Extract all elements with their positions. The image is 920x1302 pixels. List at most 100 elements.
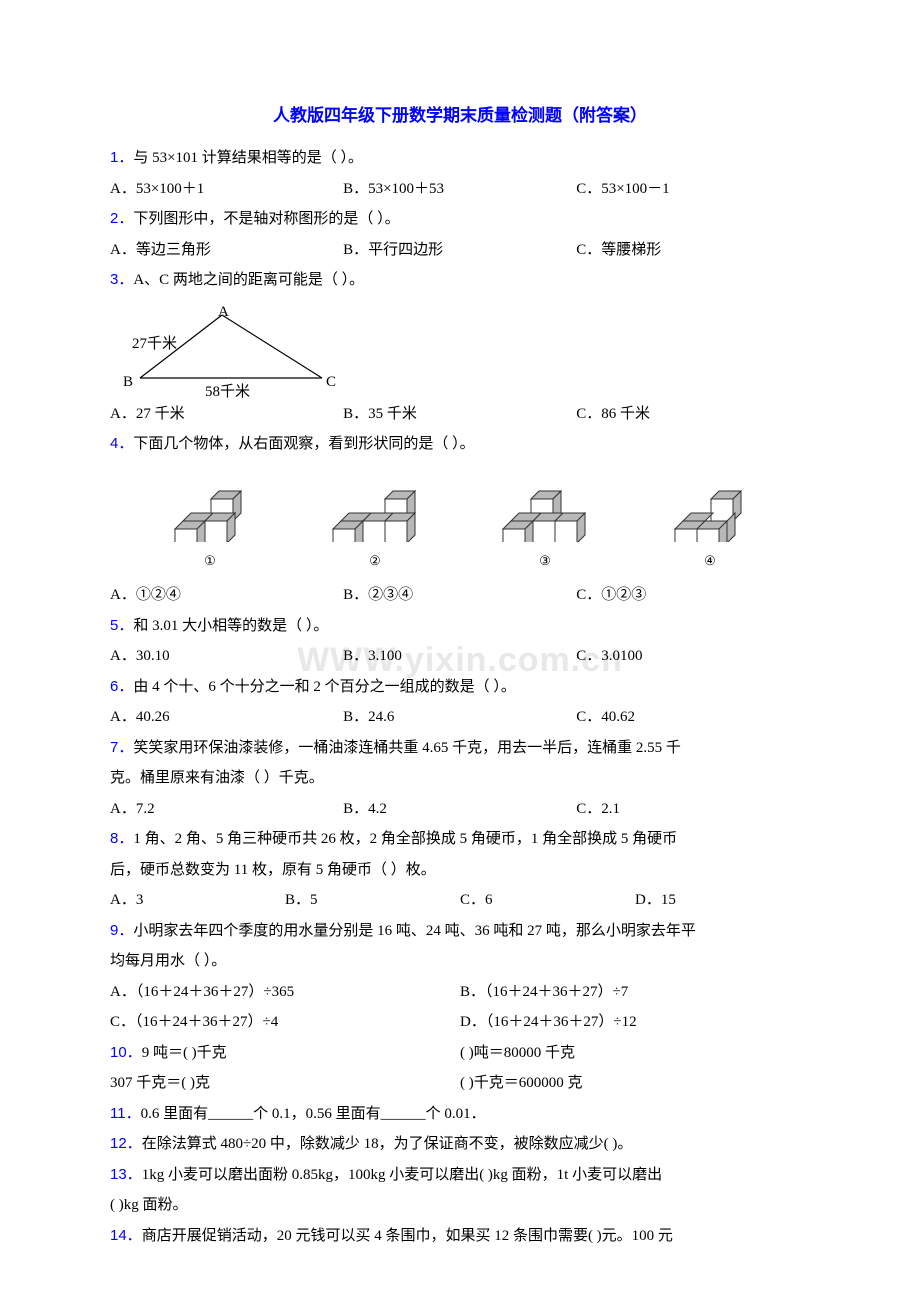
q3-opt-b: B．35 千米: [343, 400, 576, 429]
q5-text: 和 3.01 大小相等的数是（ ）。: [133, 618, 328, 634]
q4-num: 4．: [110, 435, 133, 452]
q6-options: A．40.26 B．24.6 C．40.62: [110, 703, 810, 732]
question-10-line1: 10．9 吨＝( )千克 ( )吨＝80000 千克: [110, 1039, 810, 1068]
q5-opt-c: C．3.0100: [576, 642, 809, 671]
q8-opt-c: C．6: [460, 886, 635, 915]
q5-opt-a: A．30.10: [110, 642, 343, 671]
cube-1: ①: [165, 467, 255, 574]
q9-opt-a: A．（16＋24＋36＋27）÷365: [110, 978, 460, 1007]
question-11: 11．0.6 里面有______个 0.1，0.56 里面有______个 0.…: [110, 1100, 810, 1129]
cube-3: ③: [495, 467, 595, 574]
cube-4-label: ④: [704, 549, 716, 574]
q9-options-1: A．（16＋24＋36＋27）÷365 B．（16＋24＋36＋27）÷7: [110, 978, 810, 1007]
cube-3-svg: [495, 467, 595, 542]
question-4: 4．下面几个物体，从右面观察，看到形状同的是（ ）。: [110, 430, 810, 459]
q5-num: 5．: [110, 617, 133, 634]
q8-opt-b: B．5: [285, 886, 460, 915]
question-5: 5．和 3.01 大小相等的数是（ ）。: [110, 612, 810, 641]
q9-opt-b: B．（16＋24＋36＋27）÷7: [460, 978, 810, 1007]
q14-num: 14．: [110, 1227, 142, 1244]
q1-num: 1．: [110, 149, 133, 166]
q7-opt-b: B．4.2: [343, 795, 576, 824]
q2-opt-a: A．等边三角形: [110, 236, 343, 265]
cube-2-svg: [325, 467, 425, 542]
question-6: 6．由 4 个十、6 个十分之一和 2 个百分之一组成的数是（ ）。: [110, 673, 810, 702]
cube-1-svg: [165, 467, 255, 542]
q12-num: 12．: [110, 1135, 142, 1152]
page-title: 人教版四年级下册数学期末质量检测题（附答案）: [110, 100, 810, 132]
q10-l1-right: ( )吨＝80000 千克: [460, 1039, 810, 1068]
q6-opt-c: C．40.62: [576, 703, 809, 732]
cube-1-label: ①: [204, 549, 216, 574]
q9-options-2: C．（16＋24＋36＋27）÷4 D．（16＋24＋36＋27）÷12: [110, 1008, 810, 1037]
q6-opt-b: B．24.6: [343, 703, 576, 732]
cube-4: ④: [665, 467, 755, 574]
q10-l2-right: ( )千克＝600000 克: [460, 1069, 810, 1098]
question-14: 14．商店开展促销活动，20 元钱可以买 4 条围巾，如果买 12 条围巾需要(…: [110, 1222, 810, 1251]
cube-2: ②: [325, 467, 425, 574]
q9-num: 9．: [110, 922, 133, 939]
question-2: 2．下列图形中，不是轴对称图形的是（ ）。: [110, 205, 810, 234]
q1-opt-c: C．53×100－1: [576, 175, 809, 204]
q7-num: 7．: [110, 739, 133, 756]
tri-label-a: A: [218, 298, 229, 327]
q6-num: 6．: [110, 678, 133, 695]
worksheet-content: 人教版四年级下册数学期末质量检测题（附答案） 1．与 53×101 计算结果相等…: [110, 100, 810, 1250]
q11-text: 0.6 里面有______个 0.1，0.56 里面有______个 0.01．: [141, 1106, 486, 1122]
q4-text: 下面几个物体，从右面观察，看到形状同的是（ ）。: [133, 436, 474, 452]
q8-opt-a: A．3: [110, 886, 285, 915]
cube-2-label: ②: [369, 549, 381, 574]
tri-label-27: 27千米: [132, 330, 177, 359]
cube-4-svg: [665, 467, 755, 542]
q3-opt-c: C．86 千米: [576, 400, 809, 429]
q2-opt-b: B．平行四边形: [343, 236, 576, 265]
question-9a: 9．小明家去年四个季度的用水量分别是 16 吨、24 吨、36 吨和 27 吨，…: [110, 917, 810, 946]
q10-num: 10．: [110, 1044, 142, 1061]
q5-opt-b: B．3.100: [343, 642, 576, 671]
q2-num: 2．: [110, 210, 133, 227]
q8-num: 8．: [110, 830, 133, 847]
q4-options: A．①②④ B．②③④ C．①②③: [110, 581, 810, 610]
question-13a: 13．1kg 小麦可以磨出面粉 0.85kg，100kg 小麦可以磨出( )kg…: [110, 1161, 810, 1190]
q2-text: 下列图形中，不是轴对称图形的是（ ）。: [133, 211, 399, 227]
q11-num: 11．: [110, 1105, 141, 1122]
question-8a: 8．1 角、2 角、5 角三种硬币共 26 枚，2 角全部换成 5 角硬币，1 …: [110, 825, 810, 854]
q2-options: A．等边三角形 B．平行四边形 C．等腰梯形: [110, 236, 810, 265]
q4-opt-b: B．②③④: [343, 581, 576, 610]
q13-text-a: 1kg 小麦可以磨出面粉 0.85kg，100kg 小麦可以磨出( )kg 面粉…: [142, 1167, 662, 1183]
q1-options: A．53×100＋1 B．53×100＋53 C．53×100－1: [110, 175, 810, 204]
q10-l1l-text: 9 吨＝( )千克: [142, 1045, 227, 1061]
q8-text-a: 1 角、2 角、5 角三种硬币共 26 枚，2 角全部换成 5 角硬币，1 角全…: [133, 831, 677, 847]
question-10-line2: 307 千克＝( )克 ( )千克＝600000 克: [110, 1069, 810, 1098]
q7-opt-a: A．7.2: [110, 795, 343, 824]
q7-opt-c: C．2.1: [576, 795, 809, 824]
q7-options: A．7.2 B．4.2 C．2.1: [110, 795, 810, 824]
tri-label-58: 58千米: [205, 378, 250, 407]
q9-text-a: 小明家去年四个季度的用水量分别是 16 吨、24 吨、36 吨和 27 吨，那么…: [133, 923, 696, 939]
question-9b: 均每月用水（ ）。: [110, 947, 810, 976]
tri-label-c: C: [326, 368, 336, 397]
q10-l2-left: 307 千克＝( )克: [110, 1069, 460, 1098]
q5-options: A．30.10 B．3.100 C．3.0100: [110, 642, 810, 671]
question-1: 1．与 53×101 计算结果相等的是（ ）。: [110, 144, 810, 173]
q13-num: 13．: [110, 1166, 142, 1183]
question-7a: 7．笑笑家用环保油漆装修，一桶油漆连桶共重 4.65 千克，用去一半后，连桶重 …: [110, 734, 810, 763]
cube-3-label: ③: [539, 549, 551, 574]
q7-text-a: 笑笑家用环保油漆装修，一桶油漆连桶共重 4.65 千克，用去一半后，连桶重 2.…: [133, 740, 681, 756]
q12-text: 在除法算式 480÷20 中，除数减少 18，为了保证商不变，被除数应减少( )…: [142, 1136, 633, 1152]
question-3: 3．A、C 两地之间的距离可能是（ ）。: [110, 266, 810, 295]
q1-opt-b: B．53×100＋53: [343, 175, 576, 204]
q4-opt-a: A．①②④: [110, 581, 343, 610]
q2-opt-c: C．等腰梯形: [576, 236, 809, 265]
tri-label-b: B: [123, 368, 133, 397]
cubes-row: ①: [110, 467, 810, 574]
q6-text: 由 4 个十、6 个十分之一和 2 个百分之一组成的数是（ ）。: [133, 679, 516, 695]
q3-num: 3．: [110, 271, 133, 288]
q9-opt-d: D．（16＋24＋36＋27）÷12: [460, 1008, 810, 1037]
q6-opt-a: A．40.26: [110, 703, 343, 732]
q3-text: A、C 两地之间的距离可能是（ ）。: [133, 272, 364, 288]
q1-text: 与 53×101 计算结果相等的是（ ）。: [133, 150, 363, 166]
question-12: 12．在除法算式 480÷20 中，除数减少 18，为了保证商不变，被除数应减少…: [110, 1130, 810, 1159]
q8-options: A．3 B．5 C．6 D．15: [110, 886, 810, 915]
q9-opt-c: C．（16＋24＋36＋27）÷4: [110, 1008, 460, 1037]
